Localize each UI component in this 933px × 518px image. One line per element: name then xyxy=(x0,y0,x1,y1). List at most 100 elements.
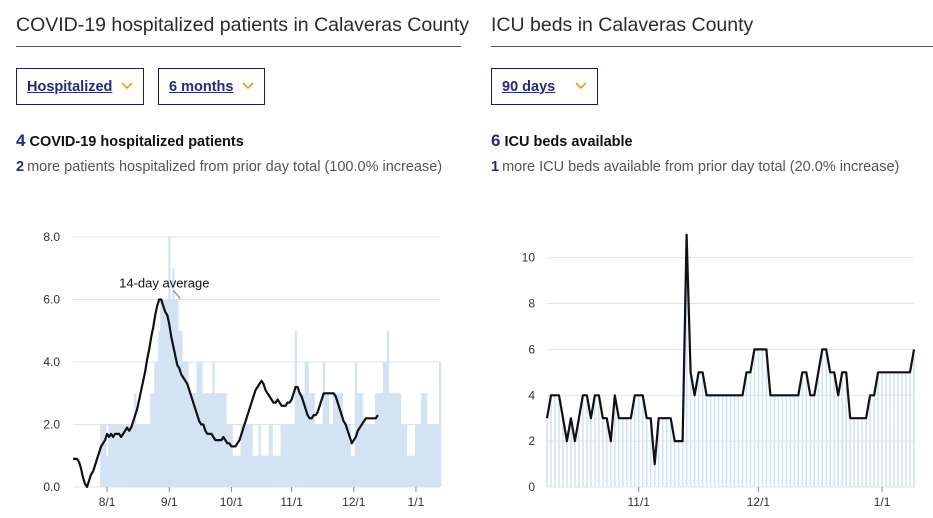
daily-bar xyxy=(362,424,366,487)
x-tick-label: 11/1 xyxy=(628,495,651,509)
daily-bar xyxy=(398,393,402,487)
daily-bar xyxy=(424,393,428,487)
annotation-leader xyxy=(172,290,181,299)
icu-beds-chart: 0 2 4 6 8 10 11/1 12/1 1/1 xyxy=(522,233,916,509)
y-tick-label: 2.0 xyxy=(43,418,60,432)
daily-bar xyxy=(382,362,386,487)
daily-bar xyxy=(148,424,151,487)
daily-bar xyxy=(106,455,109,487)
daily-bar xyxy=(354,362,358,487)
daily-bar xyxy=(168,237,171,487)
daily-bar xyxy=(312,393,315,487)
daily-bar xyxy=(108,424,111,487)
hospitalized-change-value: 2 xyxy=(16,159,25,175)
daily-bar xyxy=(396,393,400,487)
daily-bar xyxy=(254,455,257,487)
daily-bar xyxy=(162,299,165,487)
daily-bar xyxy=(342,424,346,487)
daily-bar xyxy=(360,393,364,487)
daily-bar xyxy=(414,424,418,487)
icu-headline-text: ICU beds available xyxy=(504,134,633,150)
y-tick-label: 10 xyxy=(522,251,536,265)
daily-bar xyxy=(118,424,121,487)
icu-line xyxy=(545,233,916,466)
x-tick-label: 12/1 xyxy=(342,495,366,509)
daily-bar xyxy=(352,455,356,487)
y-tick-label: 8 xyxy=(528,297,535,311)
daily-bar xyxy=(116,424,119,487)
daily-bar xyxy=(174,299,177,487)
daily-bar xyxy=(438,362,442,487)
daily-bar xyxy=(100,424,103,487)
hospitalized-panel-title: COVID-19 hospitalized patients in Calave… xyxy=(16,14,470,36)
daily-bar xyxy=(126,424,129,487)
daily-bar xyxy=(178,330,181,487)
daily-bar xyxy=(244,424,247,487)
daily-bar xyxy=(410,455,414,487)
y-tick-label: 8.0 xyxy=(43,230,60,244)
daily-bar xyxy=(386,330,390,487)
y-tick-label: 6.0 xyxy=(43,293,60,307)
daily-bar xyxy=(150,393,153,487)
icu-change: 1 more ICU beds available from prior day … xyxy=(491,159,899,175)
daily-bar xyxy=(256,455,259,487)
daily-bar xyxy=(192,393,195,487)
daily-bar xyxy=(258,424,261,487)
daily-bar xyxy=(190,393,193,487)
daily-bar xyxy=(300,393,303,487)
x-tick-label: 9/1 xyxy=(161,495,178,509)
daily-bar xyxy=(112,424,115,487)
metric-dropdown[interactable]: Hospitalized xyxy=(16,68,144,105)
daily-bar xyxy=(206,393,209,487)
daily-bar xyxy=(158,330,161,487)
daily-bar xyxy=(226,424,229,487)
daily-bar xyxy=(366,424,370,487)
daily-bar xyxy=(350,455,354,487)
daily-bar xyxy=(128,424,131,487)
daily-bar xyxy=(394,393,398,487)
hospitalized-count: 4 xyxy=(16,131,26,150)
daily-bar xyxy=(428,424,432,487)
daily-bar xyxy=(188,393,191,487)
daily-bar xyxy=(436,424,440,487)
daily-bar xyxy=(336,393,340,487)
daily-bar xyxy=(166,299,169,487)
daily-bar xyxy=(252,455,255,487)
daily-bar xyxy=(344,424,348,487)
daily-bar xyxy=(296,393,299,487)
daily-bar xyxy=(124,424,127,487)
daily-bar xyxy=(380,393,384,487)
daily-bar xyxy=(282,424,285,487)
hospitalized-headline-text: COVID-19 hospitalized patients xyxy=(29,134,244,150)
time-range-dropdown[interactable]: 6 months xyxy=(158,68,265,105)
daily-bar xyxy=(390,393,394,487)
daily-bar xyxy=(248,424,251,487)
daily-bar xyxy=(292,424,295,487)
daily-bar xyxy=(102,424,105,487)
daily-bar xyxy=(288,424,291,487)
daily-bar xyxy=(408,455,412,487)
daily-bar xyxy=(418,424,422,487)
daily-bar xyxy=(298,393,301,487)
icu-count: 6 xyxy=(491,131,501,150)
daily-bar xyxy=(154,362,157,487)
daily-bar xyxy=(242,424,245,487)
daily-bar xyxy=(170,299,173,487)
chevron-down-icon xyxy=(121,82,133,90)
daily-bar xyxy=(370,424,374,487)
icu-time-range-dropdown[interactable]: 90 days xyxy=(491,68,598,105)
title-divider xyxy=(16,46,461,47)
daily-bar xyxy=(334,393,338,487)
daily-bar xyxy=(364,424,368,487)
daily-bar xyxy=(332,393,336,487)
daily-bar xyxy=(238,455,241,487)
daily-bar xyxy=(160,299,163,487)
daily-bar xyxy=(400,424,404,487)
daily-bar xyxy=(268,424,271,487)
x-tick-label: 8/1 xyxy=(99,495,116,509)
daily-bar xyxy=(376,393,380,487)
daily-bar xyxy=(202,393,205,487)
icu-time-range-dropdown-label: 90 days xyxy=(502,78,556,95)
daily-bar xyxy=(232,455,235,487)
daily-bar xyxy=(392,393,396,487)
